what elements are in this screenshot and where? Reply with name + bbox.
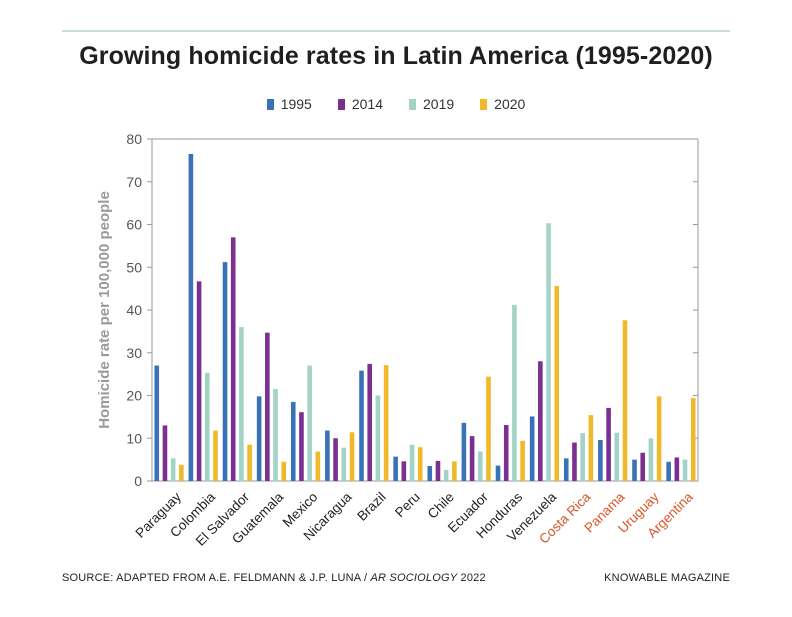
bar-2019 <box>648 438 654 481</box>
bar-2020 <box>486 376 491 481</box>
bar-2020 <box>213 430 218 481</box>
bar-2020 <box>690 398 696 481</box>
bar-2014 <box>606 407 611 481</box>
bar-1995 <box>427 466 433 481</box>
bar-2019 <box>512 304 517 481</box>
bar-1995 <box>188 153 194 481</box>
bar-2020 <box>349 432 355 481</box>
y-tick-label: 40 <box>126 302 142 318</box>
bar-2014 <box>196 281 202 481</box>
bar-2014 <box>572 442 577 481</box>
source-journal: AR SOCIOLOGY <box>370 572 458 584</box>
bar-2020 <box>179 464 184 481</box>
bar-2020 <box>452 461 457 481</box>
bar-1995 <box>325 430 330 481</box>
legend-label-1995: 1995 <box>280 96 312 112</box>
bar-2019 <box>239 327 244 481</box>
bar-2019 <box>614 432 620 481</box>
top-rule <box>62 30 730 32</box>
bar-2019 <box>443 469 449 481</box>
bar-2014 <box>367 363 373 481</box>
bar-2020 <box>656 396 662 481</box>
y-tick-label: 60 <box>126 217 142 233</box>
bar-2020 <box>315 451 321 481</box>
legend-label-2020: 2020 <box>494 96 526 112</box>
bar-2014 <box>503 424 509 481</box>
bar-2019 <box>204 372 210 481</box>
bar-2020 <box>281 461 287 481</box>
source-note: SOURCE: ADAPTED FROM A.E. FELDMANN & J.P… <box>62 572 486 584</box>
bar-1995 <box>256 396 262 481</box>
bar-1995 <box>290 401 296 481</box>
y-axis-label: Homicide rate per 100,000 people <box>96 191 113 429</box>
bar-2019 <box>375 395 381 481</box>
bar-2019 <box>170 458 176 481</box>
legend-swatch-2020 <box>480 98 488 110</box>
bar-2019 <box>477 451 483 481</box>
bar-1995 <box>222 262 228 481</box>
bar-1995 <box>632 459 637 481</box>
y-tick-label: 80 <box>126 131 142 147</box>
bar-2020 <box>247 444 252 481</box>
y-tick-label: 50 <box>126 259 142 275</box>
bar-1995 <box>666 461 671 481</box>
legend-item-2019: 2019 <box>409 96 454 112</box>
legend-item-1995: 1995 <box>266 96 312 112</box>
bar-2014 <box>230 237 236 481</box>
bar-2014 <box>640 452 646 481</box>
bar-2019 <box>409 444 415 481</box>
x-tick-label: Brazil <box>354 489 388 523</box>
bar-2014 <box>435 460 441 481</box>
x-tick-label: Peru <box>392 489 423 520</box>
legend-item-2020: 2020 <box>480 96 525 112</box>
bar-1995 <box>359 370 364 481</box>
bar-2014 <box>401 461 407 481</box>
legend: 1995 2014 2019 2020 <box>0 96 792 112</box>
bar-2019 <box>273 389 278 481</box>
bar-1995 <box>598 439 603 481</box>
legend-swatch-2019 <box>409 98 416 110</box>
source-prefix: SOURCE: ADAPTED FROM A.E. FELDMANN & J.P… <box>62 572 371 584</box>
chart-title: Growing homicide rates in Latin America … <box>79 42 713 70</box>
y-tick-label: 30 <box>126 345 142 361</box>
bar-2019 <box>682 459 688 481</box>
bar-1995 <box>563 458 569 481</box>
bar-2014 <box>265 332 270 481</box>
y-tick-label: 0 <box>134 473 142 489</box>
legend-item-2014: 2014 <box>337 96 383 112</box>
bar-1995 <box>461 422 467 481</box>
bar-2020 <box>554 286 560 481</box>
bar-2019 <box>307 365 312 481</box>
bar-1995 <box>154 365 160 481</box>
bar-2014 <box>674 457 680 481</box>
legend-label-2014: 2014 <box>351 96 383 112</box>
legend-label-2019: 2019 <box>423 96 455 112</box>
y-tick-label: 20 <box>126 388 142 404</box>
bar-2019 <box>341 447 347 481</box>
y-tick-label: 70 <box>126 174 142 190</box>
bar-2020 <box>622 320 628 481</box>
bar-1995 <box>529 416 535 481</box>
bar-2020 <box>520 440 525 481</box>
bar-1995 <box>495 465 501 481</box>
bar-2014 <box>469 436 475 481</box>
bar-2020 <box>417 447 423 481</box>
bar-1995 <box>393 456 398 481</box>
bar-2020 <box>383 365 389 481</box>
legend-swatch-2014 <box>337 98 345 110</box>
source-year: 2022 <box>457 572 486 584</box>
bar-2014 <box>162 425 168 481</box>
bar-2019 <box>546 223 551 481</box>
bar-2020 <box>588 415 594 481</box>
y-tick-label: 10 <box>126 430 142 446</box>
legend-swatch-1995 <box>266 98 274 110</box>
bar-2019 <box>580 433 585 481</box>
brand-credit: KNOWABLE MAGAZINE <box>604 572 730 584</box>
bar-2014 <box>333 438 338 481</box>
bar-2014 <box>538 361 543 481</box>
bar-2014 <box>299 412 304 481</box>
